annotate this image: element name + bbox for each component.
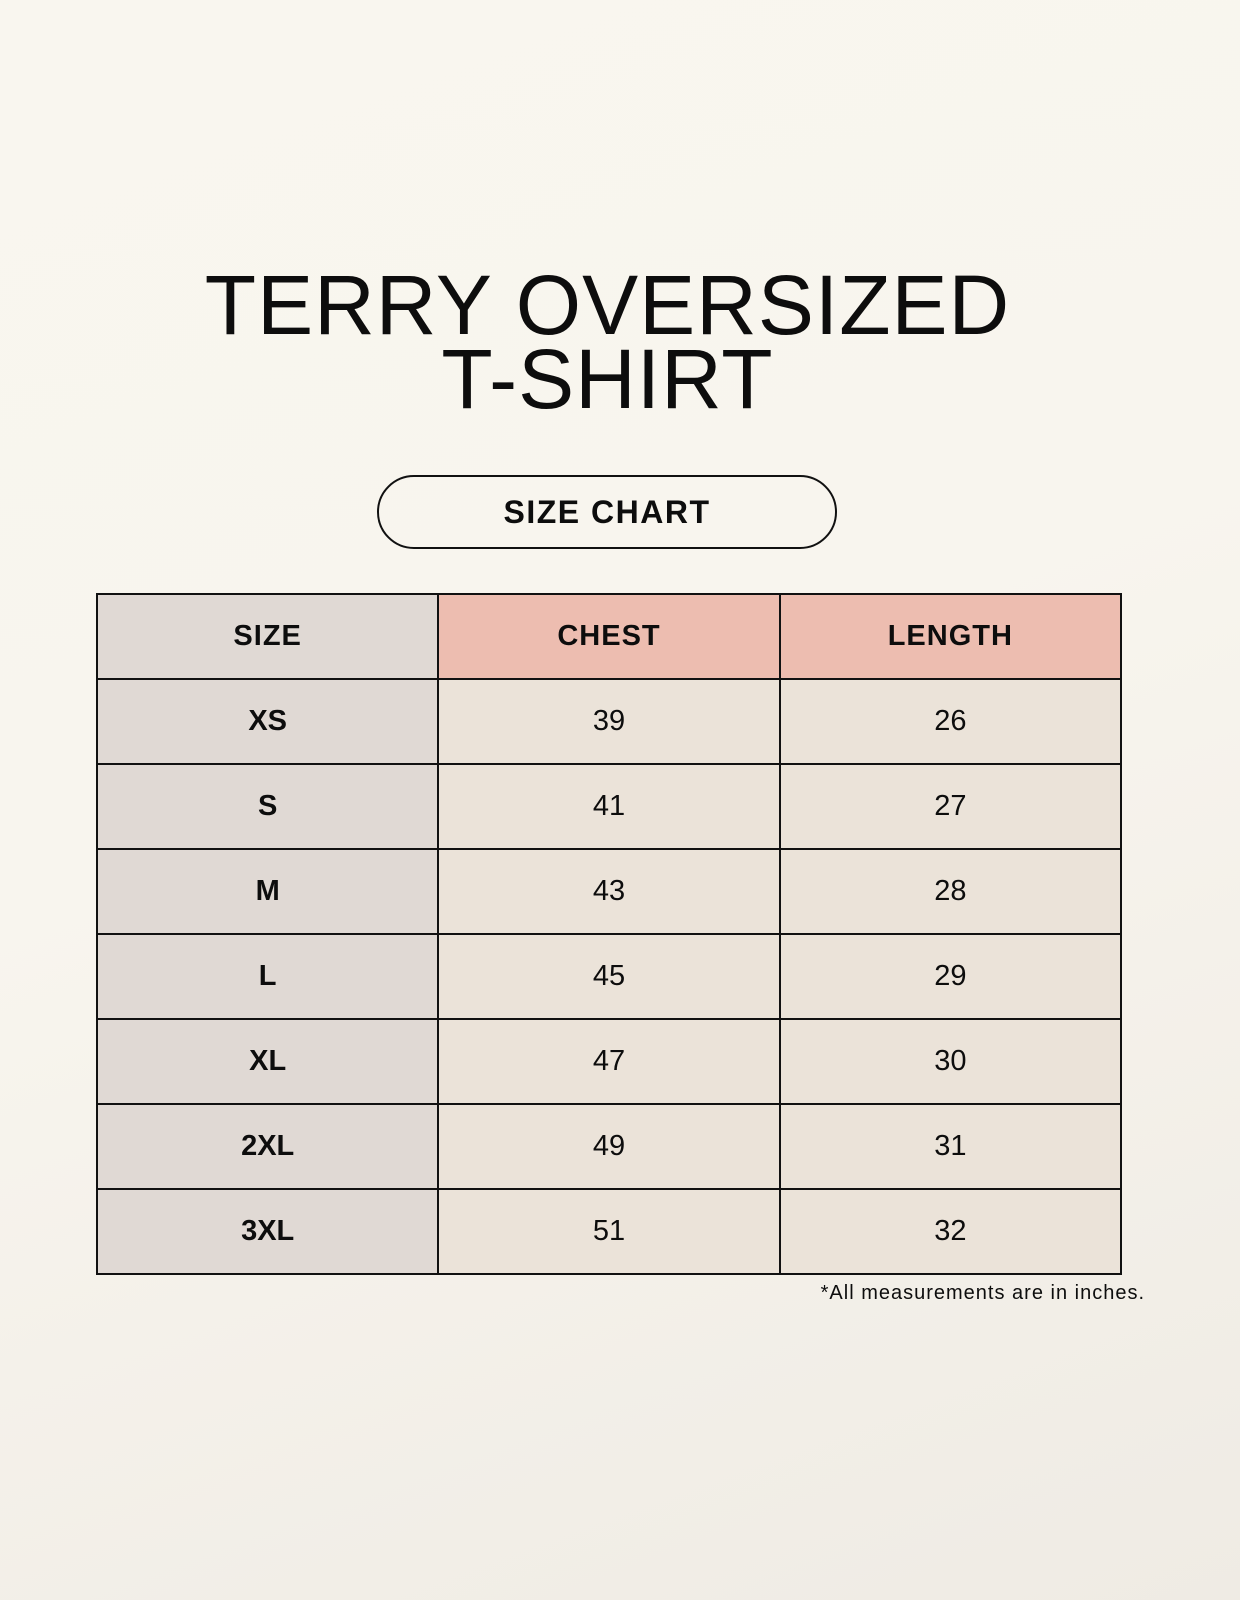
cell-length: 31 [778, 1103, 1123, 1190]
cell-size: XS [95, 678, 440, 765]
cell-length: 30 [778, 1018, 1123, 1105]
cell-chest: 47 [437, 1018, 781, 1105]
cell-size: M [95, 848, 440, 935]
cell-chest: 43 [437, 848, 781, 935]
size-chart-badge: SIZE CHART [377, 475, 837, 549]
cell-length: 32 [778, 1188, 1123, 1275]
title-line-1: TERRY OVERSIZED [204, 258, 1011, 352]
cell-size: S [95, 763, 440, 850]
cell-size: 2XL [95, 1103, 440, 1190]
cell-length: 26 [778, 678, 1123, 765]
cell-chest: 51 [437, 1188, 781, 1275]
cell-size: XL [95, 1018, 440, 1105]
cell-chest: 49 [437, 1103, 781, 1190]
header-chest: CHEST [437, 593, 781, 680]
table-row: S 41 27 [95, 763, 1123, 850]
table-row: XL 47 30 [95, 1018, 1123, 1105]
footnote: *All measurements are in inches. [820, 1282, 1145, 1304]
cell-length: 28 [778, 848, 1123, 935]
header-size: SIZE [95, 593, 440, 680]
cell-size: 3XL [95, 1188, 440, 1275]
table-header-row: SIZE CHEST LENGTH [95, 593, 1123, 680]
size-table: SIZE CHEST LENGTH XS 39 26 S 41 27 M 43 28 L 45 29 X… [95, 593, 1123, 1275]
header-length: LENGTH [778, 593, 1123, 680]
table-row: XS 39 26 [95, 678, 1123, 765]
cell-length: 29 [778, 933, 1123, 1020]
table-row: 3XL 51 32 [95, 1188, 1123, 1275]
cell-chest: 45 [437, 933, 781, 1020]
title-line-2: T-SHIRT [441, 332, 774, 426]
cell-chest: 41 [437, 763, 781, 850]
cell-length: 27 [778, 763, 1123, 850]
table-row: L 45 29 [95, 933, 1123, 1020]
cell-chest: 39 [437, 678, 781, 765]
cell-size: L [95, 933, 440, 1020]
table-row: M 43 28 [95, 848, 1123, 935]
table-row: 2XL 49 31 [95, 1103, 1123, 1190]
page-title: TERRY OVERSIZED T-SHIRT [0, 258, 1215, 426]
